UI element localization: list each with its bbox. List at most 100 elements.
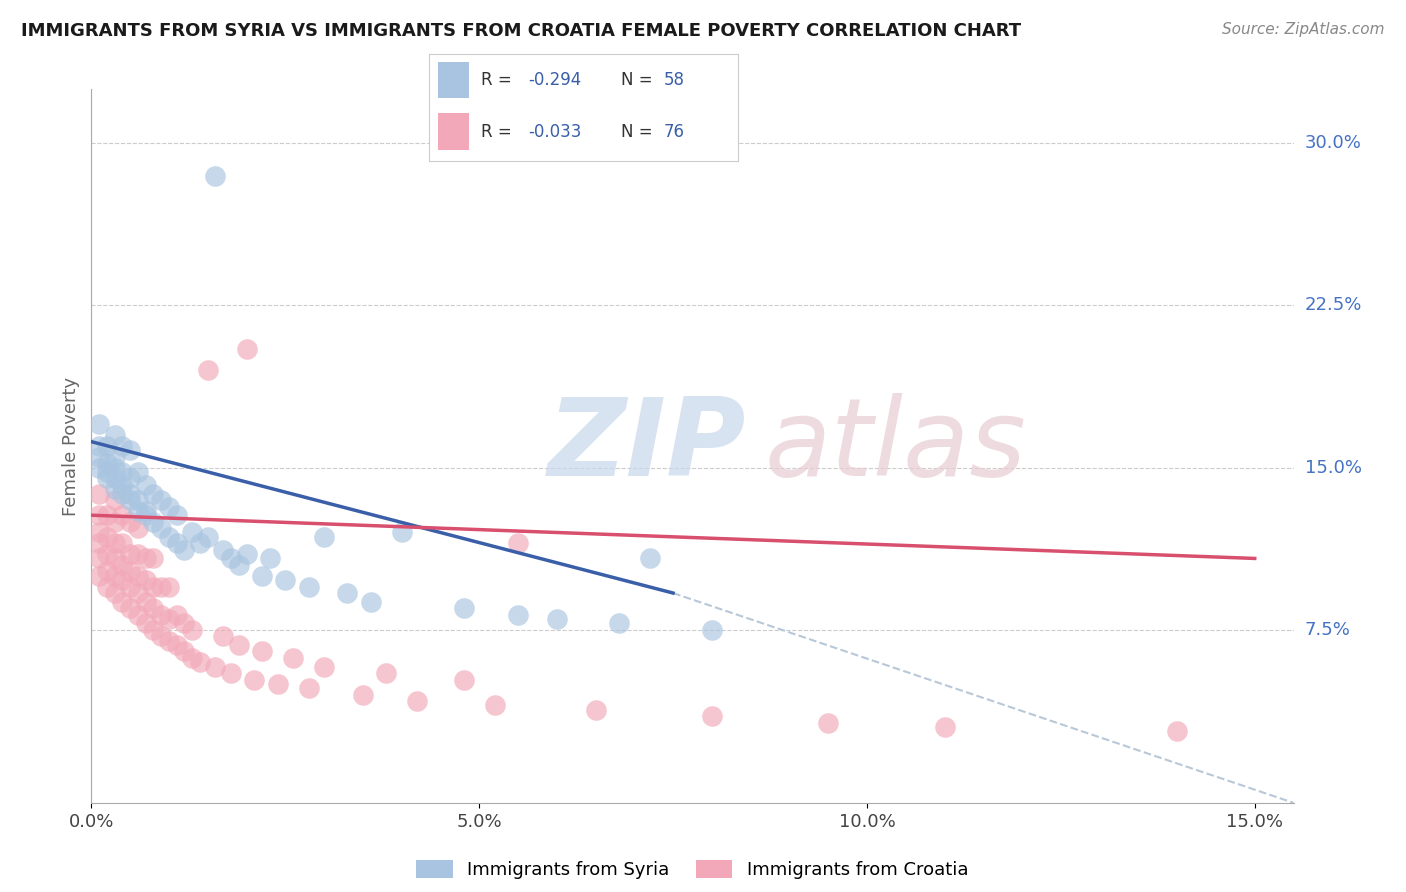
Point [96, 471, 118, 485]
Point [157, 500, 180, 514]
Point [120, 443, 142, 458]
Point [89, 525, 111, 540]
Point [142, 486, 165, 500]
Point [219, 551, 242, 566]
Point [142, 623, 165, 637]
Point [142, 515, 165, 529]
Point [127, 493, 149, 508]
Point [406, 694, 429, 708]
Point [934, 720, 956, 734]
Point [120, 486, 142, 500]
Point [104, 450, 127, 464]
Point [111, 465, 134, 479]
Point [104, 586, 127, 600]
Point [104, 428, 127, 442]
Point [166, 638, 188, 652]
Point [700, 709, 723, 723]
Point [104, 536, 127, 550]
Point [546, 612, 568, 626]
Point [375, 666, 398, 681]
Point [1166, 724, 1188, 739]
Point [173, 644, 195, 658]
Point [228, 558, 250, 572]
Point [104, 460, 127, 475]
Text: 7.5%: 7.5% [1305, 621, 1351, 639]
Point [135, 478, 157, 492]
Point [111, 536, 134, 550]
Point [188, 655, 211, 669]
Point [135, 508, 157, 523]
Point [181, 525, 204, 540]
Point [89, 536, 111, 550]
Point [104, 551, 127, 566]
Text: 15.0%: 15.0% [1305, 458, 1361, 476]
Point [127, 504, 149, 518]
Point [250, 644, 273, 658]
Text: atlas: atlas [765, 393, 1026, 499]
Point [297, 580, 319, 594]
Point [96, 530, 118, 544]
Point [142, 601, 165, 615]
Bar [439, 113, 470, 150]
Point [250, 568, 273, 582]
Point [111, 486, 134, 500]
Point [120, 601, 142, 615]
Point [120, 580, 142, 594]
Point [89, 450, 111, 464]
Point [638, 551, 661, 566]
Point [817, 715, 839, 730]
Point [104, 471, 127, 485]
Point [89, 486, 111, 500]
Point [166, 607, 188, 622]
Point [111, 573, 134, 587]
Point [104, 515, 127, 529]
Point [96, 508, 118, 523]
Point [212, 629, 235, 643]
Point [89, 439, 111, 453]
Point [89, 508, 111, 523]
Point [150, 580, 173, 594]
Point [173, 616, 195, 631]
Text: Source: ZipAtlas.com: Source: ZipAtlas.com [1222, 22, 1385, 37]
Point [89, 460, 111, 475]
Text: -0.033: -0.033 [527, 123, 581, 141]
Point [157, 612, 180, 626]
Point [135, 595, 157, 609]
Point [111, 508, 134, 523]
Point [204, 659, 226, 673]
Point [281, 651, 304, 665]
Point [89, 551, 111, 566]
Point [266, 677, 288, 691]
Point [235, 547, 257, 561]
Point [181, 651, 204, 665]
Point [453, 601, 475, 615]
Point [157, 633, 180, 648]
Point [150, 493, 173, 508]
Point [111, 558, 134, 572]
Point [312, 530, 335, 544]
Text: 22.5%: 22.5% [1305, 296, 1362, 315]
Point [391, 525, 413, 540]
Text: N =: N = [620, 123, 658, 141]
Text: IMMIGRANTS FROM SYRIA VS IMMIGRANTS FROM CROATIA FEMALE POVERTY CORRELATION CHAR: IMMIGRANTS FROM SYRIA VS IMMIGRANTS FROM… [21, 22, 1021, 40]
Text: R =: R = [481, 71, 517, 89]
Point [96, 547, 118, 561]
Point [104, 493, 127, 508]
Point [120, 471, 142, 485]
Point [453, 673, 475, 687]
Point [243, 673, 266, 687]
Point [120, 515, 142, 529]
Point [235, 342, 257, 356]
Point [166, 536, 188, 550]
Legend: Immigrants from Syria, Immigrants from Croatia: Immigrants from Syria, Immigrants from C… [409, 853, 976, 887]
Point [142, 551, 165, 566]
Point [127, 568, 149, 582]
Y-axis label: Female Poverty: Female Poverty [62, 376, 80, 516]
Point [111, 439, 134, 453]
Point [506, 607, 529, 622]
Point [700, 623, 723, 637]
Point [297, 681, 319, 696]
Point [484, 698, 506, 713]
Point [219, 666, 242, 681]
Point [157, 580, 180, 594]
